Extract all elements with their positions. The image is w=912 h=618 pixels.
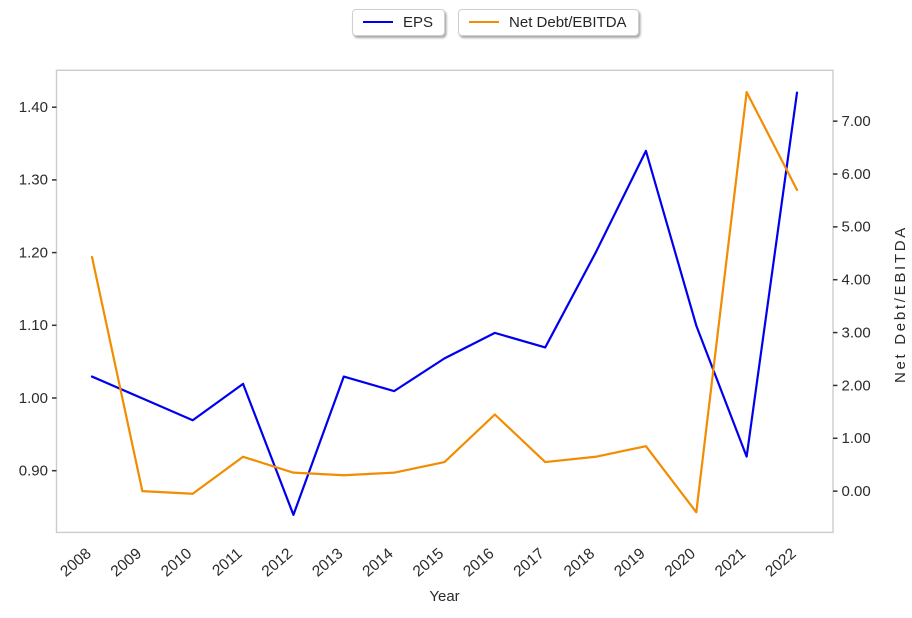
svg-text:2016: 2016 — [460, 545, 497, 580]
svg-text:Net Debt/EBITDA: Net Debt/EBITDA — [892, 225, 909, 383]
svg-text:2011: 2011 — [209, 545, 245, 580]
svg-text:2022: 2022 — [762, 545, 799, 580]
svg-text:1.20: 1.20 — [19, 244, 48, 261]
svg-text:2012: 2012 — [259, 545, 296, 580]
svg-text:2009: 2009 — [108, 545, 145, 580]
svg-text:1.40: 1.40 — [19, 99, 48, 116]
svg-text:1.00: 1.00 — [19, 390, 48, 407]
svg-text:0.00: 0.00 — [842, 483, 871, 500]
svg-text:1.10: 1.10 — [19, 317, 48, 334]
svg-text:7.00: 7.00 — [842, 113, 871, 130]
svg-text:6.00: 6.00 — [842, 166, 871, 183]
svg-text:2014: 2014 — [359, 545, 397, 581]
svg-text:0.90: 0.90 — [19, 463, 48, 480]
svg-text:2.00: 2.00 — [842, 377, 871, 394]
svg-text:5.00: 5.00 — [842, 219, 871, 236]
svg-text:2020: 2020 — [662, 545, 700, 581]
svg-text:2017: 2017 — [511, 545, 548, 580]
svg-text:2013: 2013 — [309, 545, 346, 580]
svg-text:4.00: 4.00 — [842, 272, 871, 289]
svg-text:2010: 2010 — [158, 545, 196, 581]
svg-text:2008: 2008 — [57, 545, 94, 580]
svg-text:2015: 2015 — [410, 545, 447, 580]
svg-text:2018: 2018 — [561, 545, 598, 580]
svg-text:3.00: 3.00 — [842, 324, 871, 341]
svg-text:Year: Year — [429, 588, 459, 605]
svg-text:2019: 2019 — [611, 545, 648, 580]
svg-text:1.30: 1.30 — [19, 172, 48, 189]
svg-text:2021: 2021 — [712, 545, 749, 580]
svg-text:1.00: 1.00 — [842, 430, 871, 447]
